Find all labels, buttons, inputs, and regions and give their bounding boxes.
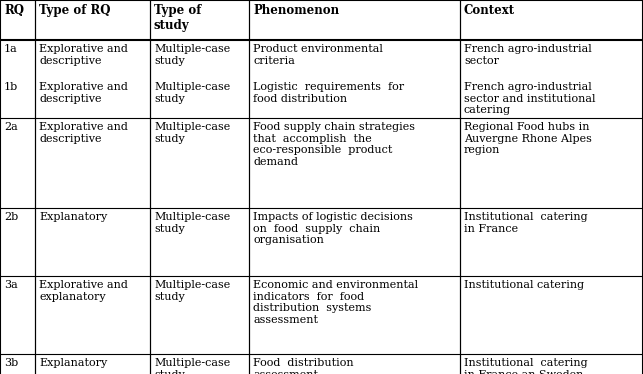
Text: Institutional  catering
in France an Sweden: Institutional catering in France an Swed… [464,358,588,374]
Text: Institutional  catering
in France: Institutional catering in France [464,212,588,234]
Text: 3b: 3b [4,358,18,368]
Text: Multiple-case
study: Multiple-case study [154,280,230,301]
Text: Explorative and
explanatory: Explorative and explanatory [39,280,128,301]
Text: Context: Context [464,4,515,17]
Text: 1b: 1b [4,82,18,92]
Text: French agro-industrial
sector and institutional
catering: French agro-industrial sector and instit… [464,82,595,115]
Text: Type of RQ: Type of RQ [39,4,111,17]
Text: Explanatory: Explanatory [39,358,107,368]
Text: French agro-industrial
sector: French agro-industrial sector [464,44,592,65]
Text: Explorative and
descriptive: Explorative and descriptive [39,44,128,65]
Text: Institutional catering: Institutional catering [464,280,584,290]
Text: Food supply chain strategies
that  accomplish  the
eco-responsible  product
dema: Food supply chain strategies that accomp… [253,122,415,167]
Text: RQ: RQ [4,4,24,17]
Text: 3a: 3a [4,280,18,290]
Text: Impacts of logistic decisions
on  food  supply  chain
organisation: Impacts of logistic decisions on food su… [253,212,413,245]
Text: 1a: 1a [4,44,18,54]
Text: Multiple-case
study: Multiple-case study [154,212,230,234]
Text: Multiple-case
study: Multiple-case study [154,358,230,374]
Text: Logistic  requirements  for
food distribution: Logistic requirements for food distribut… [253,82,404,104]
Text: Phenomenon: Phenomenon [253,4,339,17]
Text: Food  distribution
assessment: Food distribution assessment [253,358,354,374]
Text: 2a: 2a [4,122,18,132]
Text: 2b: 2b [4,212,18,222]
Text: Product environmental
criteria: Product environmental criteria [253,44,383,65]
Text: Multiple-case
study: Multiple-case study [154,122,230,144]
Text: Economic and environmental
indicators  for  food
distribution  systems
assessmen: Economic and environmental indicators fo… [253,280,418,325]
Text: Explorative and
descriptive: Explorative and descriptive [39,122,128,144]
Text: Multiple-case
study: Multiple-case study [154,82,230,104]
Text: Regional Food hubs in
Auvergne Rhone Alpes
region: Regional Food hubs in Auvergne Rhone Alp… [464,122,592,155]
Text: Multiple-case
study: Multiple-case study [154,44,230,65]
Text: Explorative and
descriptive: Explorative and descriptive [39,82,128,104]
Text: Explanatory: Explanatory [39,212,107,222]
Text: Type of
study: Type of study [154,4,201,32]
